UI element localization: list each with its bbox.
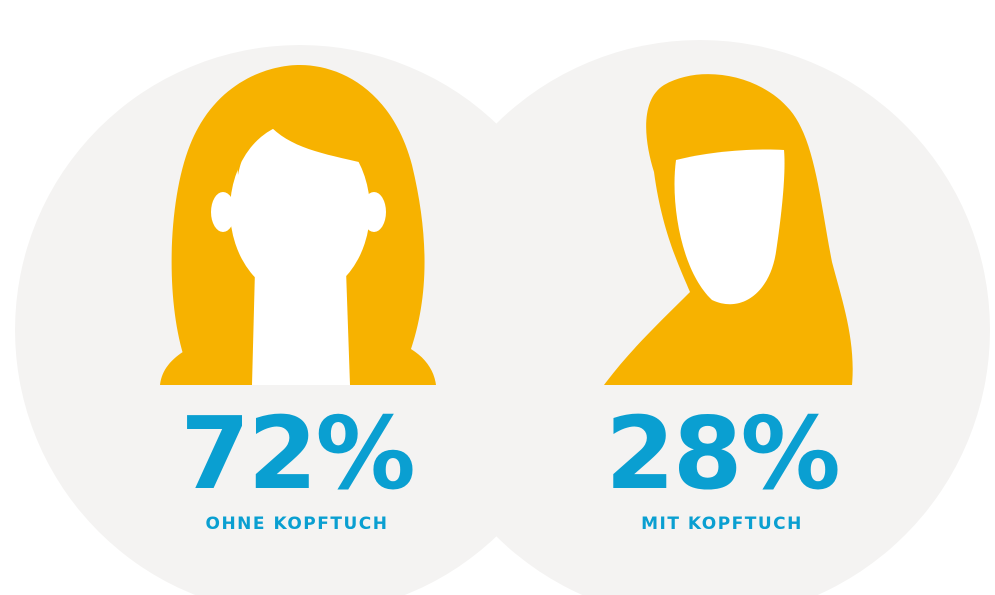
hijab-icon <box>604 74 853 385</box>
label: OHNE KOPFTUCH <box>206 514 389 534</box>
percent: 28% <box>605 395 838 512</box>
woman-icon <box>160 65 436 385</box>
percent: 72% <box>180 395 413 512</box>
label: MIT KOPFTUCH <box>641 514 803 534</box>
